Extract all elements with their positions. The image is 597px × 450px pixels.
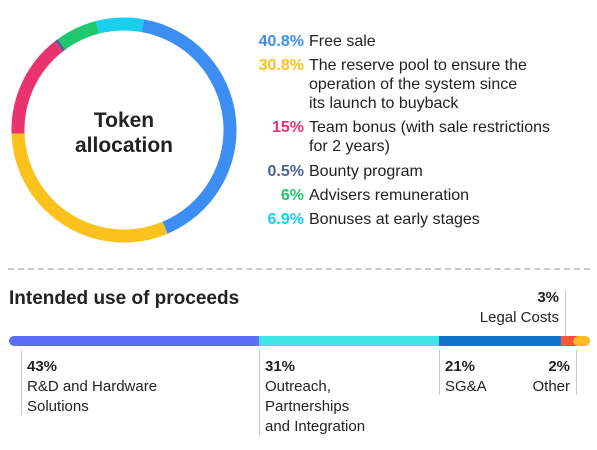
donut-slice-2: [11, 41, 63, 134]
proceeds-bar: [9, 336, 590, 346]
proceeds-title: Intended use of proceeds: [9, 288, 240, 309]
legend-label: Bonuses at early stages: [309, 211, 480, 228]
donut-title-line1: Token: [94, 109, 154, 132]
legend-label: Team bonus (with sale restrictions for 2…: [309, 119, 550, 155]
donut-slice-0: [141, 19, 237, 234]
legend-item: 30.8% The reserve pool to ensure the oper…: [252, 56, 579, 113]
bar-label-percent: 3%: [537, 289, 559, 306]
bar-label: 31% Outreach, Partnerships and Integratio…: [265, 357, 365, 437]
bar-label: 2% Other: [532, 357, 570, 397]
bar-label-text: Other: [532, 378, 570, 395]
donut-slice-5: [95, 17, 145, 34]
legend-item: 6.9% Bonuses at early stages: [252, 210, 579, 229]
bar-label: 3% Legal Costs: [480, 288, 559, 328]
label-leader-line: [21, 350, 22, 415]
donut-slice-4: [57, 21, 100, 50]
legend-label: Bounty program: [309, 163, 423, 180]
section-divider: [8, 268, 590, 270]
bar-label: 43% R&D and Hardware Solutions: [27, 357, 157, 417]
legend-item: 0.5% Bounty program: [252, 162, 579, 181]
bar-label-text: SG&A: [445, 378, 487, 395]
legend-item: 6% Advisers remuneration: [252, 186, 579, 205]
bar-label-percent: 31%: [265, 358, 296, 375]
token-allocation-donut: Token allocation: [11, 17, 237, 243]
legend-percent: 0.5%: [267, 163, 304, 180]
legend-item: 15% Team bonus (with sale restrictions fo…: [252, 118, 579, 156]
label-leader-line: [259, 350, 260, 435]
legend-label: Advisers remuneration: [309, 187, 470, 204]
legend-percent: 6%: [280, 187, 304, 204]
bar-label-percent: 43%: [27, 358, 58, 375]
bar-label: 21% SG&A: [445, 357, 487, 397]
bar-label-percent: 2%: [548, 358, 570, 375]
donut-slice-3: [54, 39, 66, 52]
legend-percent: 6.9%: [267, 211, 304, 228]
donut-title-line2: allocation: [75, 134, 173, 157]
legend-label: The reserve pool to ensure the operation…: [309, 57, 527, 112]
bar-label-text: R&D and Hardware Solutions: [27, 378, 158, 415]
label-leader-line: [565, 290, 566, 336]
legend-percent: 30.8%: [258, 57, 304, 74]
bar-label-text: Outreach, Partnerships and Integration: [265, 378, 366, 435]
label-leader-line: [576, 350, 577, 395]
bar-label-text: Legal Costs: [479, 309, 559, 326]
legend-item: 40.8% Free sale: [252, 32, 579, 51]
label-leader-line: [439, 350, 440, 395]
legend-percent: 15%: [271, 119, 304, 136]
donut-slice-1: [11, 133, 168, 243]
legend-label: Free sale: [309, 33, 376, 50]
legend-percent: 40.8%: [258, 33, 304, 50]
bar-label-percent: 21%: [445, 358, 476, 375]
